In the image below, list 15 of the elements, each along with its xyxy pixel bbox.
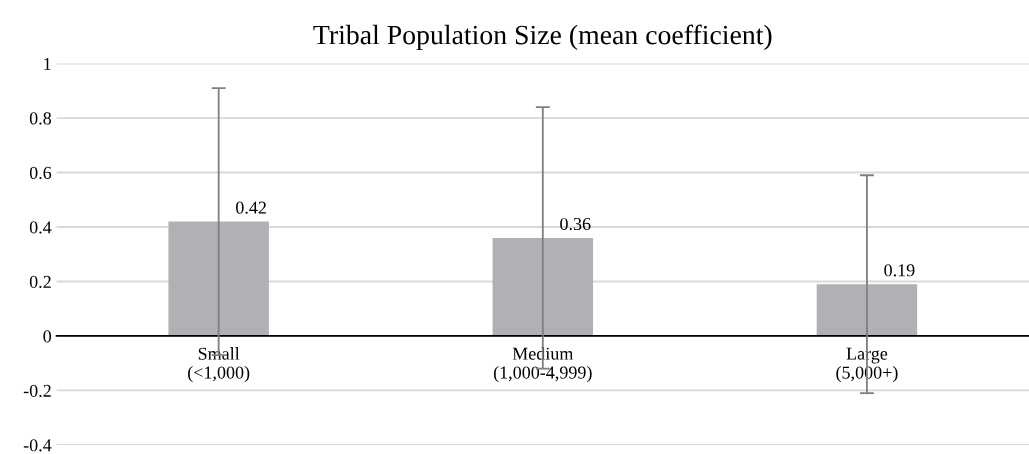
x-tick-label: Small (<1,000) (188, 347, 250, 383)
y-tick-label: 1 (44, 57, 51, 70)
y-tick-label: 0 (43, 330, 52, 343)
y-tick-label: 0.4 (29, 221, 52, 234)
data-label: 0.19 (884, 264, 915, 277)
y-tick-label: -0.2 (23, 384, 51, 397)
data-label: 0.36 (560, 217, 591, 231)
data-label: 0.42 (236, 201, 266, 214)
x-tick-label: Medium (1,000-4,999) (493, 347, 592, 383)
x-tick-label: Large (5,000+) (836, 347, 898, 383)
y-tick-label: 0.8 (29, 112, 52, 125)
y-tick-label: -0.4 (23, 439, 52, 452)
chart-title: Tribal Population Size (mean coefficient) (313, 24, 772, 51)
y-tick-label: 0.6 (29, 166, 52, 180)
y-tick-label: 0.2 (29, 275, 51, 288)
